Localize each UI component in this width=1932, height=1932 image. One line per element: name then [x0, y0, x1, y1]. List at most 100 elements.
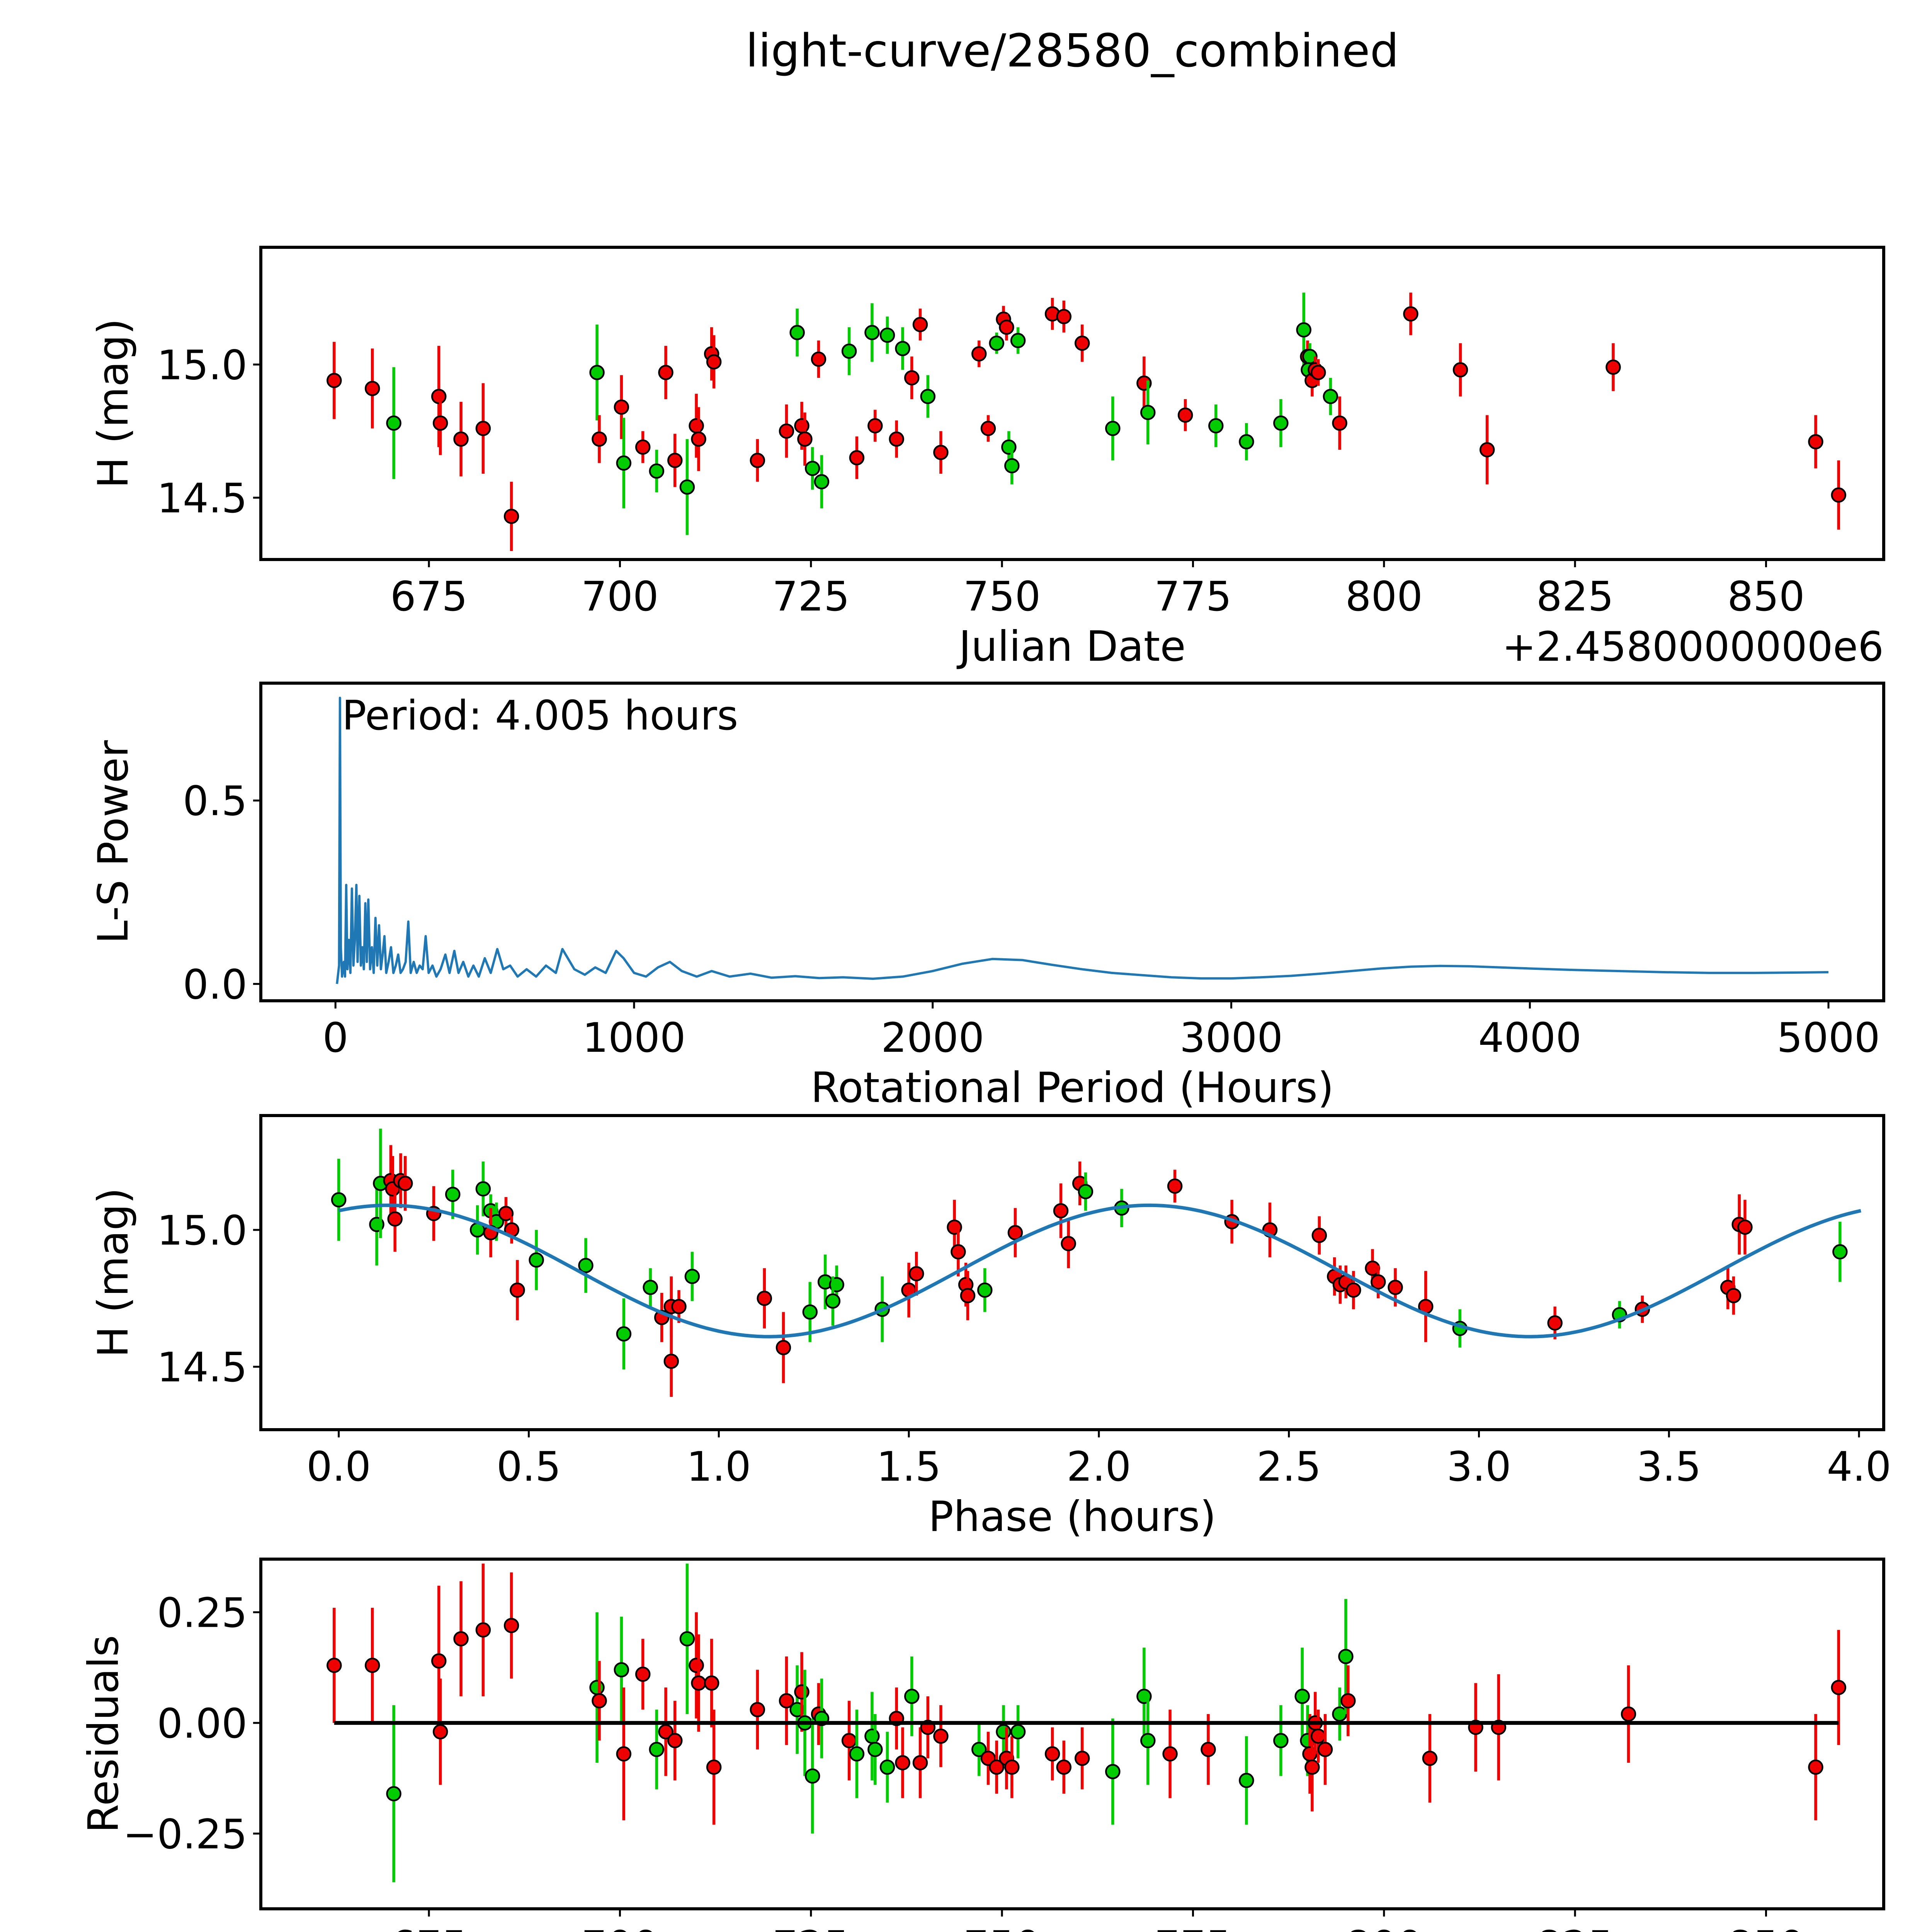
x-tick-label: 750	[963, 1922, 1041, 1932]
data-point	[529, 1252, 544, 1268]
data-point	[1239, 1773, 1254, 1788]
data-point	[1371, 1274, 1386, 1290]
scatter-series-residuals	[327, 1563, 1847, 1883]
data-point	[432, 415, 448, 431]
data-point	[663, 1354, 679, 1369]
x-tick-label: 2000	[881, 1014, 984, 1061]
data-point	[689, 1658, 704, 1673]
x-tick-label: 2.5	[1257, 1443, 1321, 1490]
data-point	[1338, 1649, 1354, 1664]
data-point	[1140, 1733, 1156, 1748]
data-point	[889, 431, 904, 447]
x-tick-label: 675	[390, 573, 468, 620]
data-point	[1294, 1689, 1310, 1704]
data-point	[1340, 1693, 1356, 1709]
data-point	[431, 1653, 447, 1669]
data-point	[849, 1746, 865, 1762]
x-axis-label-phased-lightcurve: Phase (hours)	[929, 1493, 1216, 1541]
sine-fit-line	[338, 1203, 1862, 1338]
data-point	[867, 1742, 883, 1757]
data-point	[1177, 407, 1193, 423]
data-point	[750, 452, 765, 468]
data-point	[658, 365, 673, 380]
data-point	[453, 1631, 469, 1646]
data-point	[971, 346, 987, 362]
x-tick-label: 0	[323, 1014, 349, 1061]
data-point	[1239, 434, 1254, 450]
data-point	[327, 1658, 342, 1673]
x-tick-label: 825	[1536, 573, 1614, 620]
data-point	[802, 1304, 818, 1320]
y-tick-label: 0.25	[157, 1589, 247, 1636]
data-point	[1167, 1178, 1183, 1194]
data-point	[1074, 1750, 1090, 1766]
data-point	[1078, 1184, 1094, 1199]
data-point	[794, 1684, 810, 1700]
y-axis-label-residuals: Residuals	[80, 1635, 128, 1833]
data-point	[445, 1187, 461, 1202]
data-point	[671, 1299, 687, 1315]
data-point	[1831, 1680, 1847, 1695]
data-point	[904, 1689, 920, 1704]
x-tick-label: 800	[1345, 573, 1423, 620]
data-point	[510, 1282, 525, 1298]
data-point	[691, 431, 706, 447]
x-tick-label: 3.0	[1447, 1443, 1511, 1490]
x-tick-label: 0.0	[306, 1443, 371, 1490]
data-point	[475, 421, 491, 436]
data-point	[635, 1667, 651, 1682]
data-point	[649, 463, 665, 479]
data-point	[814, 474, 830, 490]
data-point	[387, 1211, 403, 1227]
data-point	[658, 1724, 673, 1740]
data-point	[398, 1175, 413, 1191]
data-point	[706, 354, 722, 370]
data-point	[475, 1622, 491, 1638]
scatter-series-jd-lightcurve	[327, 293, 1847, 551]
data-point	[1726, 1288, 1742, 1303]
data-point	[789, 325, 805, 340]
data-point	[1074, 335, 1090, 351]
data-point	[1310, 365, 1326, 380]
data-point	[1004, 1759, 1020, 1775]
data-point	[1605, 359, 1621, 375]
data-point	[849, 450, 865, 466]
data-point	[1273, 1733, 1289, 1748]
panel-periodogram: Period: 4.005 hours 0 1000 2000 3000 4000 5000…	[89, 682, 1885, 1112]
y-axis-label-jd-lightcurve: H (mag)	[89, 318, 138, 488]
data-point	[684, 1269, 700, 1284]
data-point	[649, 1742, 665, 1757]
data-point	[1479, 442, 1495, 457]
y-axis-label-periodogram: L-S Power	[89, 740, 138, 944]
data-point	[643, 1279, 658, 1295]
y-tick-label: 0.5	[183, 778, 247, 825]
data-point	[811, 351, 827, 367]
data-point	[904, 370, 920, 386]
panel-phased-lightcurve: 0.0 0.5 1.0 1.5 2.0 2.5 3.0 3.5 4.0 15.0 14.5 Phase…	[89, 1114, 1891, 1541]
data-point	[864, 325, 880, 340]
data-point	[960, 1288, 976, 1303]
data-point	[912, 317, 928, 332]
data-point	[1310, 1728, 1326, 1744]
data-point	[1053, 1203, 1069, 1219]
x-tick-label: 700	[581, 1922, 658, 1932]
x-tick-label: 2.0	[1066, 1443, 1131, 1490]
plot-area-periodogram	[336, 697, 1829, 984]
data-point	[779, 423, 794, 439]
data-point	[804, 461, 820, 476]
x-tick-label: 825	[1536, 1922, 1614, 1932]
y-tick-label: 0.00	[157, 1700, 247, 1747]
data-point	[691, 1675, 706, 1691]
data-point	[578, 1258, 594, 1273]
data-point	[1332, 415, 1347, 431]
axes-spines	[259, 246, 1885, 561]
axes-spines	[259, 1558, 1885, 1910]
x-axis-label-periodogram: Rotational Period (Hours)	[811, 1064, 1334, 1112]
x-tick-label: 700	[581, 573, 658, 620]
data-point	[1162, 1746, 1178, 1762]
data-point	[364, 381, 380, 396]
data-point	[1105, 421, 1121, 436]
data-point	[667, 1733, 683, 1748]
